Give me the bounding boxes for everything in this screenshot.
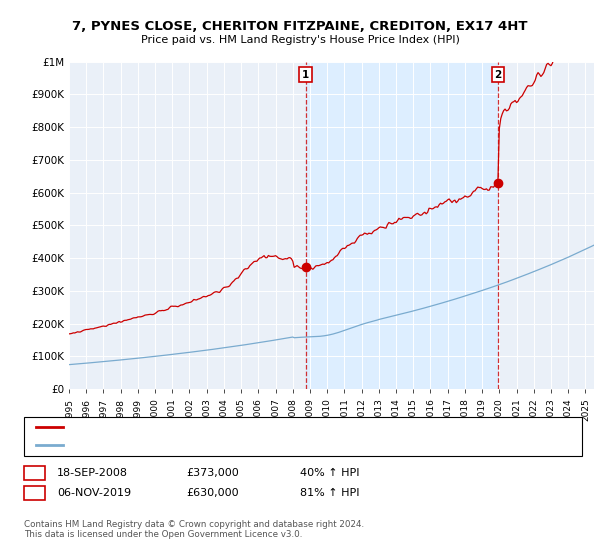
- Text: £373,000: £373,000: [186, 468, 239, 478]
- Text: 1: 1: [302, 69, 310, 80]
- Text: 18-SEP-2008: 18-SEP-2008: [57, 468, 128, 478]
- Text: 7, PYNES CLOSE, CHERITON FITZPAINE, CREDITON, EX17 4HT: 7, PYNES CLOSE, CHERITON FITZPAINE, CRED…: [72, 20, 528, 32]
- Text: £630,000: £630,000: [186, 488, 239, 498]
- Text: 81% ↑ HPI: 81% ↑ HPI: [300, 488, 359, 498]
- Text: 40% ↑ HPI: 40% ↑ HPI: [300, 468, 359, 478]
- Text: 1: 1: [31, 468, 38, 478]
- Text: HPI: Average price, detached house, Mid Devon: HPI: Average price, detached house, Mid …: [69, 440, 295, 449]
- Text: 7, PYNES CLOSE, CHERITON FITZPAINE, CREDITON, EX17 4HT (detached house): 7, PYNES CLOSE, CHERITON FITZPAINE, CRED…: [69, 422, 445, 431]
- Text: 2: 2: [31, 488, 38, 498]
- Text: 06-NOV-2019: 06-NOV-2019: [57, 488, 131, 498]
- Text: Price paid vs. HM Land Registry's House Price Index (HPI): Price paid vs. HM Land Registry's House …: [140, 35, 460, 45]
- Bar: [305, 62, 498, 389]
- Text: 2: 2: [494, 69, 502, 80]
- Text: Contains HM Land Registry data © Crown copyright and database right 2024.
This d: Contains HM Land Registry data © Crown c…: [24, 520, 364, 539]
